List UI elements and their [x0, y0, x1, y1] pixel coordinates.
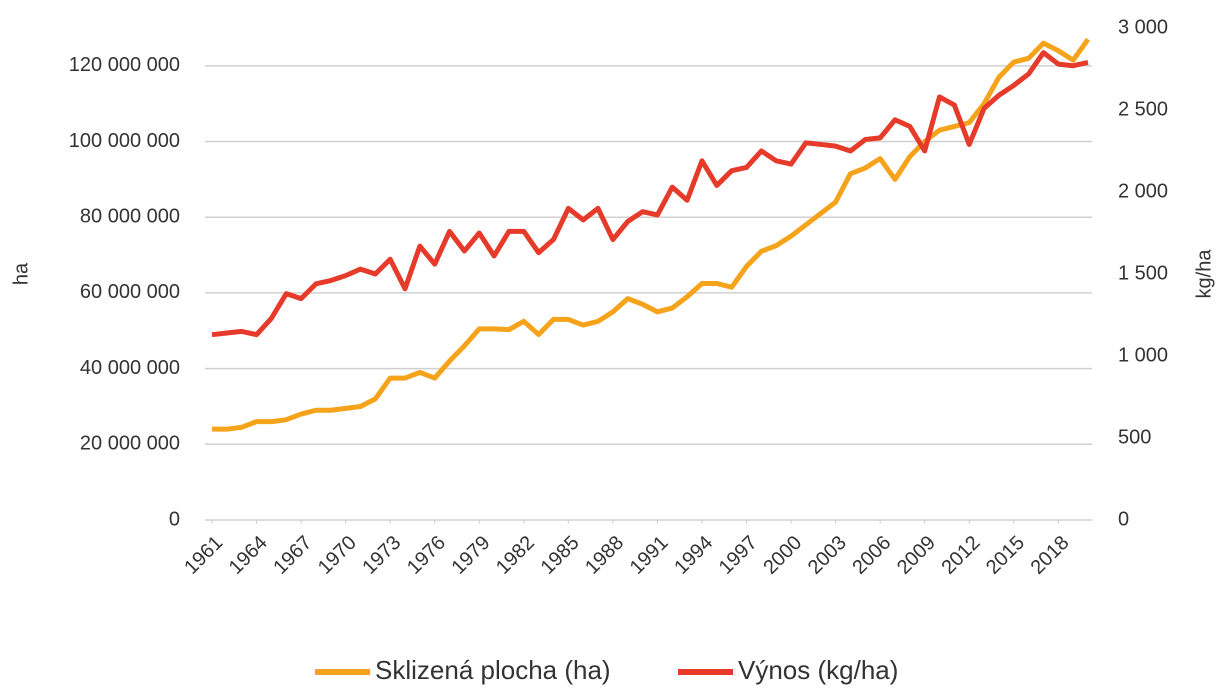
- line-series: [212, 37, 1091, 432]
- x-tick-label: 1979: [448, 532, 495, 579]
- y-tick-label: 20 000 000: [80, 433, 180, 455]
- x-tick-label: 1982: [492, 532, 539, 579]
- y2-tick-label: 500: [1118, 426, 1151, 448]
- y-tick-label: 100 000 000: [69, 130, 180, 152]
- x-tick-label: 1964: [225, 532, 272, 579]
- line-series: [211, 50, 1089, 338]
- y-tick-label: 80 000 000: [80, 206, 180, 228]
- x-tick-label: 2003: [804, 532, 851, 579]
- x-tick-label: 1976: [403, 532, 450, 579]
- legend-label: Výnos (kg/ha): [738, 655, 898, 685]
- x-tick-label: 2012: [937, 532, 984, 579]
- y-tick-label: 120 000 000: [69, 54, 180, 76]
- x-tick-label: 2006: [848, 532, 895, 579]
- y-axis-label: ha: [10, 262, 32, 285]
- x-tick-label: 1985: [537, 532, 584, 579]
- y-tick-label: 40 000 000: [80, 357, 180, 379]
- x-tick-label: 1997: [715, 532, 762, 579]
- y2-tick-label: 2 000: [1118, 180, 1168, 202]
- x-tick-label: 1988: [581, 532, 628, 579]
- y2-tick-label: 2 500: [1118, 98, 1168, 120]
- x-tick-label: 1970: [314, 532, 361, 579]
- y-tick-label: 0: [169, 508, 180, 530]
- y-tick-label: 60 000 000: [80, 281, 180, 303]
- x-tick-label: 1973: [358, 532, 405, 579]
- x-tick-label: 2009: [893, 532, 940, 579]
- legend-label: Sklizená plocha (ha): [375, 655, 611, 685]
- y2-tick-label: 0: [1118, 508, 1129, 530]
- y2-axis-label: kg/ha: [1193, 249, 1215, 299]
- x-tick-label: 2000: [759, 532, 806, 579]
- x-tick-label: 1994: [670, 532, 717, 579]
- x-tick-label: 1967: [269, 532, 316, 579]
- x-tick-label: 1961: [180, 532, 227, 579]
- x-tick-label: 1991: [626, 532, 673, 579]
- x-tick-label: 2015: [982, 532, 1029, 579]
- x-tick-label: 2018: [1027, 532, 1074, 579]
- y2-tick-label: 3 000: [1118, 16, 1168, 38]
- y2-tick-label: 1 000: [1118, 344, 1168, 366]
- y2-tick-label: 1 500: [1118, 262, 1168, 284]
